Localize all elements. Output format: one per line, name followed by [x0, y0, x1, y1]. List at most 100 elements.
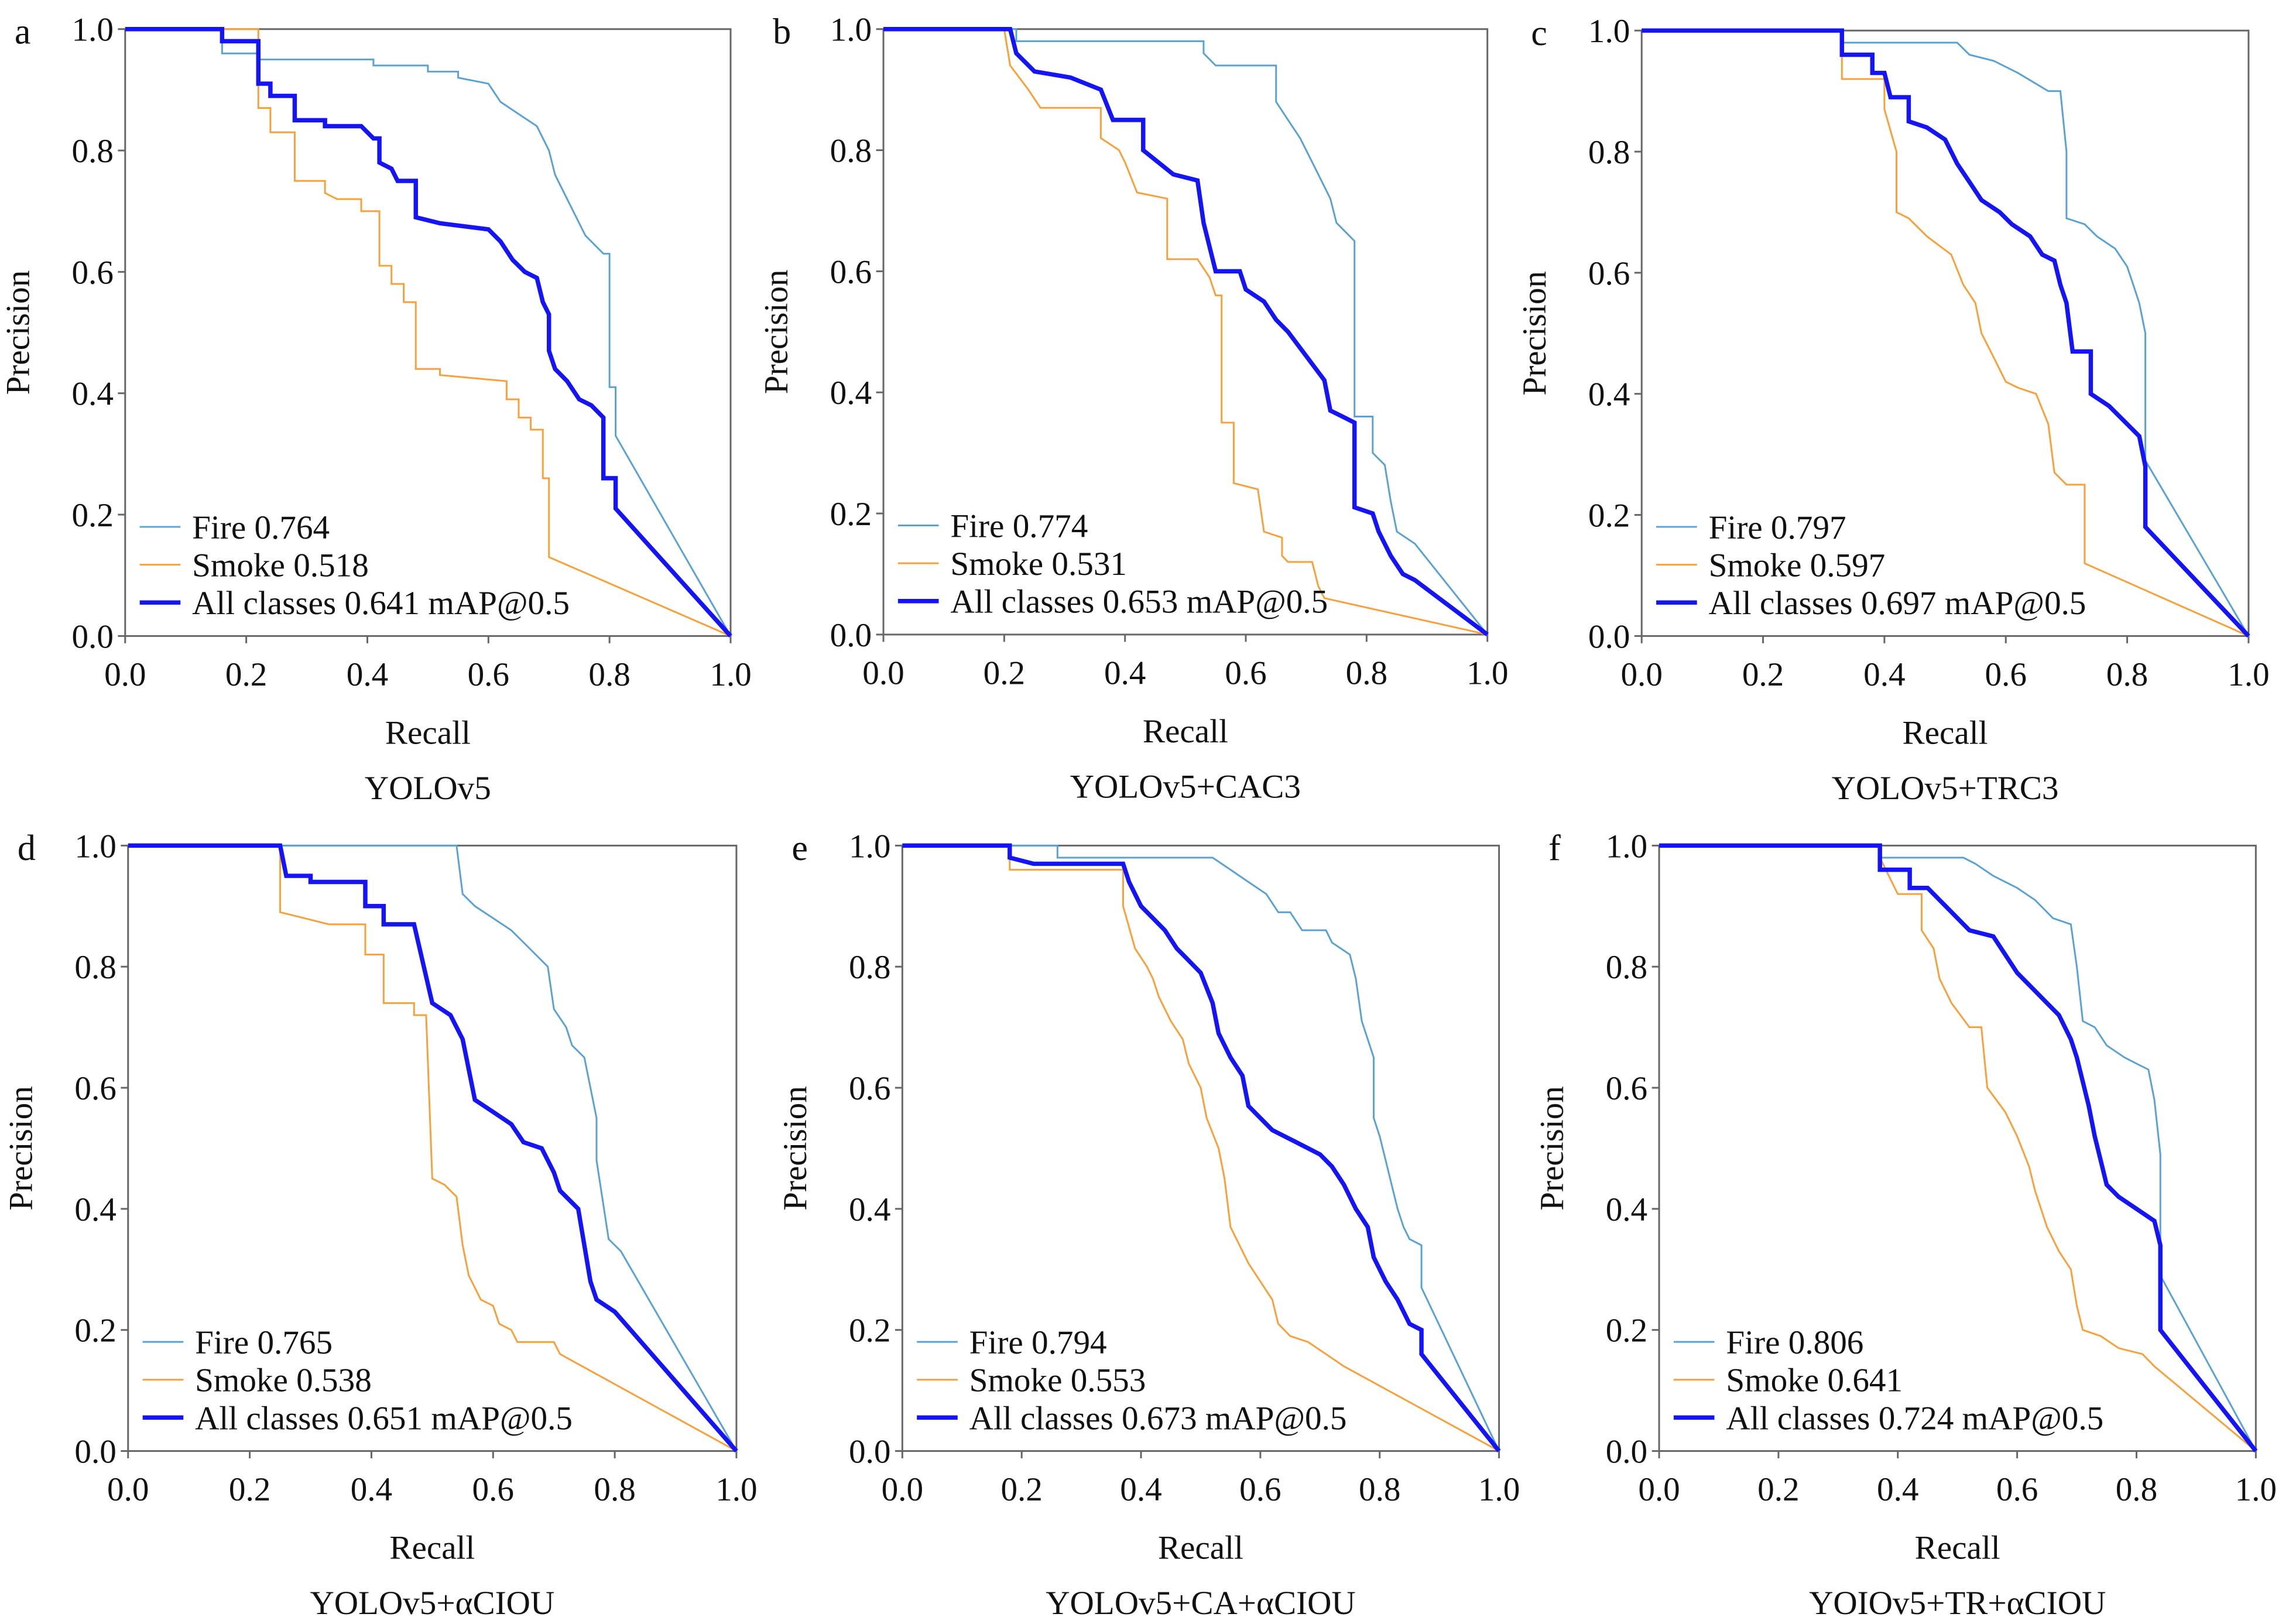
y-tick-label: 0.0 [830, 617, 872, 654]
y-tick-label: 1.0 [1588, 13, 1630, 50]
series-line-fire [125, 28, 732, 637]
x-tick-label: 0.4 [1863, 656, 1905, 693]
x-tick-label: 0.0 [862, 655, 904, 691]
y-tick-label: 0.2 [74, 1313, 116, 1349]
x-axis-label: Recall [389, 1530, 475, 1567]
x-tick-label: 0.6 [1985, 656, 2026, 693]
y-tick-label: 1.0 [71, 12, 113, 49]
y-tick-label: 0.4 [74, 1191, 116, 1228]
y-tick-label: 0.0 [71, 618, 113, 655]
legend-label-smoke: Smoke 0.538 [195, 1362, 372, 1399]
y-tick-label: 0.8 [74, 949, 116, 986]
series-line-fire [883, 28, 1488, 635]
y-tick-label: 1.0 [74, 828, 116, 865]
y-axis-label: Precision [3, 1086, 40, 1211]
panel-b: b 0.0 0.2 0.4 0.6 0.8 1.0 0.0 0.2 0.4 0.6 0.8 1.0 Pre… [758, 12, 1508, 806]
legend-label-fire: Fire 0.765 [195, 1324, 333, 1361]
legend-label-all: All classes 0.673 mAP@0.5 [969, 1400, 1347, 1437]
x-tick-label: 0.2 [984, 655, 1025, 691]
x-tick-label: 0.2 [1742, 656, 1784, 693]
y-tick-label: 0.4 [1606, 1191, 1647, 1228]
plot-frame [124, 28, 732, 637]
legend-label-smoke: Smoke 0.518 [192, 547, 369, 584]
y-tick-label: 0.4 [71, 376, 113, 413]
x-tick-label: 0.4 [1104, 655, 1146, 691]
series-line-all [902, 843, 1501, 1452]
legend-label-fire: Fire 0.764 [192, 509, 330, 546]
panel-title: YOLOv5+TRC3 [1832, 770, 2059, 807]
x-tick-label: 0.8 [1359, 1471, 1400, 1508]
series-line-all [1642, 28, 2250, 638]
y-axis-label: Precision [1534, 1086, 1571, 1211]
x-tick-label: 0.6 [472, 1471, 514, 1508]
y-tick-label: 0.4 [1588, 376, 1630, 413]
x-tick-label: 0.4 [1877, 1471, 1918, 1508]
y-tick-label: 0.8 [1588, 134, 1630, 171]
panel-title: YOLOv5+CAC3 [1070, 768, 1301, 805]
x-tick-label: 1.0 [715, 1471, 757, 1508]
series-line-fire [1642, 29, 2250, 637]
y-tick-label: 0.2 [1588, 497, 1630, 534]
panel-title: YOLOv5+CA+αCIOU [1046, 1585, 1355, 1622]
panel-a: a 0.0 0.2 0.4 0.6 0.8 1.0 0.0 0.2 0.4 0.6 0.8 1.0 Pre… [0, 12, 752, 807]
x-tick-label: 0.2 [229, 1471, 270, 1508]
x-axis-label: Recall [1903, 714, 1988, 751]
y-tick-label: 1.0 [849, 828, 890, 865]
series-line-smoke [1642, 29, 2249, 637]
x-tick-label: 0.0 [1638, 1471, 1680, 1508]
y-tick-label: 0.2 [71, 497, 113, 534]
panel-label: d [18, 828, 36, 868]
panel-title: YOLOv5 [365, 770, 491, 807]
x-tick-label: 1.0 [1466, 655, 1508, 691]
x-tick-label: 0.0 [1620, 656, 1662, 693]
legend-label-smoke: Smoke 0.531 [950, 546, 1127, 583]
legend-label-all: All classes 0.724 mAP@0.5 [1726, 1400, 2103, 1437]
y-tick-label: 0.4 [849, 1191, 890, 1228]
y-tick-label: 0.8 [71, 133, 113, 170]
series-line-smoke [883, 28, 1488, 636]
legend-label-smoke: Smoke 0.641 [1726, 1362, 1903, 1399]
y-axis-label: Precision [777, 1086, 814, 1211]
x-tick-label: 0.0 [104, 656, 146, 693]
y-axis-label: Precision [0, 270, 37, 395]
x-tick-label: 0.0 [107, 1471, 149, 1508]
y-tick-label: 0.0 [74, 1433, 116, 1470]
x-tick-label: 0.2 [225, 656, 267, 693]
x-tick-label: 1.0 [2235, 1471, 2277, 1508]
legend-label-all: All classes 0.653 mAP@0.5 [950, 584, 1328, 621]
y-tick-label: 0.4 [830, 375, 872, 412]
x-tick-label: 0.4 [347, 656, 388, 693]
panel-label: c [1531, 13, 1547, 53]
panel-d: d 0.0 0.2 0.4 0.6 0.8 1.0 0.0 0.2 0.4 0.6 0.8 1.0 Pre… [3, 828, 758, 1622]
x-tick-label: 0.4 [351, 1471, 392, 1508]
x-tick-label: 0.2 [1757, 1471, 1799, 1508]
panel-label: b [773, 12, 791, 52]
series-line-fire [1659, 844, 2257, 1452]
panel-c: c 0.0 0.2 0.4 0.6 0.8 1.0 0.0 0.2 0.4 0.6 0.8 1.0 Pre… [1516, 13, 2269, 807]
legend-label-all: All classes 0.641 mAP@0.5 [192, 585, 570, 622]
y-tick-label: 0.8 [849, 949, 890, 986]
y-tick-label: 0.6 [830, 253, 872, 290]
legend-label-fire: Fire 0.794 [969, 1324, 1107, 1361]
x-tick-label: 1.0 [710, 656, 751, 693]
series-line-smoke [128, 844, 737, 1452]
legend-label-fire: Fire 0.774 [950, 508, 1088, 544]
panel-e: e 0.0 0.2 0.4 0.6 0.8 1.0 0.0 0.2 0.4 0.6 0.8 1.0 Pre… [777, 828, 1520, 1622]
y-tick-label: 0.6 [1588, 255, 1630, 292]
legend-label-all: All classes 0.651 mAP@0.5 [195, 1400, 573, 1437]
x-tick-label: 0.4 [1120, 1471, 1161, 1508]
y-axis-label: Precision [758, 269, 795, 394]
panel-title: YOLOv5+αCIOU [310, 1585, 554, 1622]
series-line-all [883, 26, 1489, 636]
series-line-smoke [1659, 844, 2257, 1452]
y-tick-label: 0.0 [1606, 1433, 1647, 1470]
x-axis-label: Recall [1158, 1530, 1243, 1567]
y-tick-label: 0.6 [849, 1070, 890, 1107]
series-line-fire [128, 844, 738, 1452]
x-tick-label: 0.8 [594, 1471, 635, 1508]
x-tick-label: 0.0 [882, 1471, 923, 1508]
plot-frame [882, 28, 1489, 636]
y-tick-label: 0.6 [1606, 1070, 1647, 1107]
